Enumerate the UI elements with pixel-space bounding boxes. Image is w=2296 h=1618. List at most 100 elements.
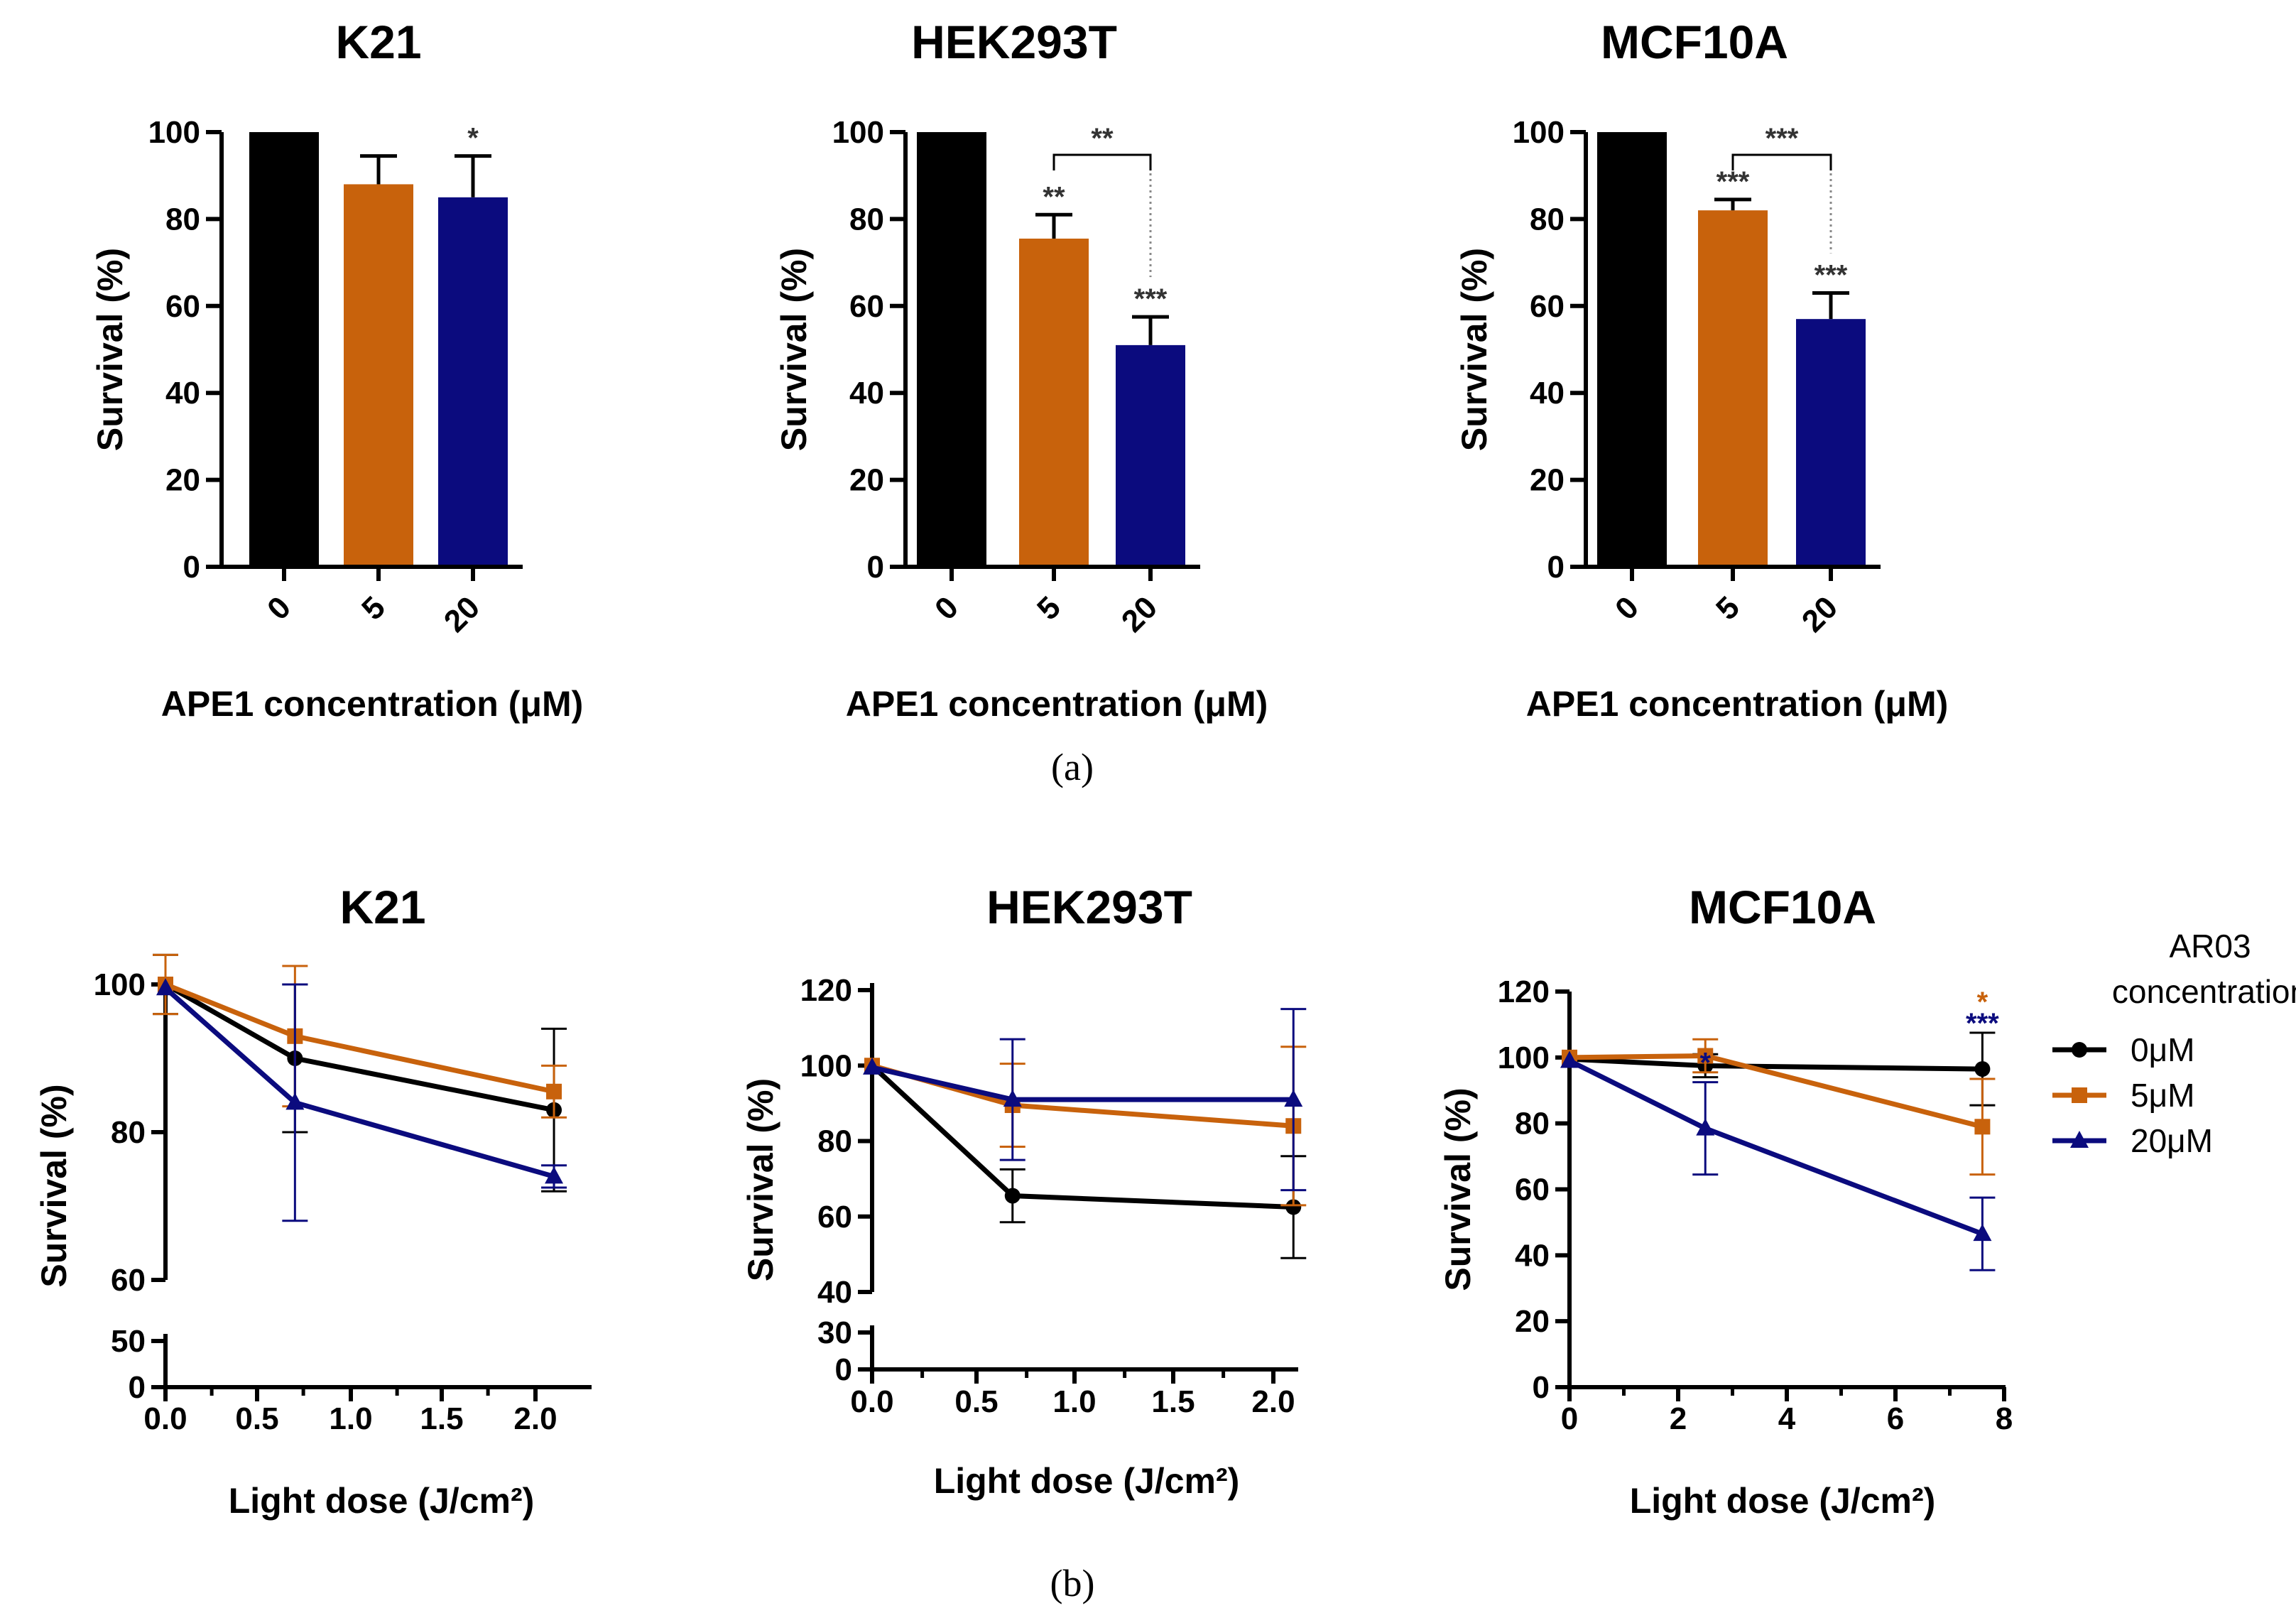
series-0 — [864, 1058, 1307, 1259]
y-tick-label: 120 — [1498, 974, 1550, 1009]
y-axis-label: Survival (%) — [90, 248, 130, 451]
x-tick-label: 0 — [1609, 590, 1645, 626]
y-tick-label: 80 — [1515, 1107, 1550, 1141]
x-tick-label: 4 — [1778, 1401, 1796, 1436]
x-tick-label: 20 — [1115, 590, 1164, 639]
comparison-bracket — [1731, 153, 1832, 170]
y-tick-label: 100 — [800, 1048, 852, 1083]
significance-label: * — [1977, 987, 1988, 1018]
x-tick-label: 0.5 — [235, 1401, 278, 1436]
data-point — [1697, 1048, 1714, 1064]
x-tick-label: 1.0 — [1052, 1384, 1096, 1419]
legend: AR03 concentration 0μM 5μM 20μM — [2052, 928, 2296, 1159]
x-axis-label: APE1 concentration (μM) — [161, 684, 584, 724]
y-tick-label: 120 — [800, 973, 852, 1008]
data-point — [1003, 1090, 1022, 1107]
y-tick-label: 60 — [849, 289, 884, 324]
data-point — [545, 1166, 564, 1184]
y-tick-label: 0 — [183, 550, 200, 585]
y-tick-label: 40 — [1530, 376, 1565, 411]
data-point — [1560, 1050, 1579, 1068]
series-1 — [1562, 1038, 1996, 1176]
x-tick-label: 1.5 — [1151, 1384, 1195, 1419]
series-0 — [1562, 1031, 1996, 1107]
x-tick-label: 6 — [1887, 1401, 1904, 1436]
bar-0 — [917, 132, 986, 567]
x-tick-label: 5 — [1030, 590, 1067, 626]
y-tick-label: 100 — [94, 967, 146, 1002]
series-line — [871, 1065, 1294, 1102]
y-tick-label: 80 — [165, 202, 200, 237]
x-tick-label: 0 — [261, 590, 298, 626]
data-point — [1974, 1119, 1991, 1135]
bar-20 — [1796, 319, 1866, 567]
y-tick-label: 100 — [832, 115, 884, 150]
chart-title: HEK293T — [986, 881, 1192, 933]
significance-label: *** — [1966, 1008, 1999, 1039]
legend-item-label: 5μM — [2131, 1077, 2194, 1114]
y-tick-label: 0 — [129, 1370, 146, 1405]
data-point — [1284, 1090, 1303, 1107]
x-axis-label: Light dose (J/cm²) — [934, 1461, 1240, 1501]
y-tick-label: 20 — [849, 463, 884, 498]
bar-0 — [249, 132, 319, 567]
series-2 — [1560, 1050, 1996, 1271]
y-tick-label: 100 — [148, 115, 200, 150]
y-axis-label: Survival (%) — [34, 1084, 74, 1287]
data-point — [546, 1083, 562, 1100]
series-line — [1569, 1056, 1983, 1072]
significance-label: * — [1699, 1048, 1711, 1079]
y-axis-label: Survival (%) — [1454, 248, 1494, 451]
bar-5 — [1698, 210, 1768, 567]
chart-title: MCF10A — [1601, 16, 1788, 68]
data-point — [1973, 1224, 1992, 1242]
y-tick-label: 20 — [165, 463, 200, 498]
data-point — [1285, 1199, 1302, 1215]
significance-label: ** — [1043, 181, 1065, 212]
bar-0 — [1597, 132, 1667, 567]
y-tick-label: 40 — [817, 1275, 852, 1310]
x-tick-label: 20 — [437, 590, 486, 639]
bar-charts: K21 0 20 40 60 80 100 0 5 20 APE1 concentration (μ… — [90, 16, 1948, 724]
bar-chart-2: MCF10A 0 20 40 60 80 100 0 5 20 APE1 concentration… — [1454, 16, 1948, 724]
series-2 — [156, 978, 567, 1222]
y-tick-label: 100 — [1498, 1041, 1550, 1075]
x-tick-label: 2.0 — [1251, 1384, 1295, 1419]
x-tick-label: 0 — [1561, 1401, 1578, 1436]
legend-title-line1: AR03 — [2169, 928, 2251, 965]
chart-title: K21 — [335, 16, 421, 68]
x-axis-label: Light dose (J/cm²) — [229, 1481, 535, 1521]
bar-5 — [1019, 238, 1089, 567]
significance-label: *** — [1716, 166, 1750, 197]
x-axis-label: Light dose (J/cm²) — [1630, 1481, 1936, 1521]
bar-20 — [438, 197, 508, 567]
significance-label: * — [467, 123, 479, 154]
chart-title: HEK293T — [911, 16, 1117, 68]
y-tick-label: 40 — [165, 376, 200, 411]
data-point — [1974, 1061, 1991, 1077]
x-tick-label: 0.0 — [143, 1401, 187, 1436]
series-0 — [153, 953, 567, 1193]
y-tick-label: 60 — [1530, 289, 1565, 324]
y-tick-label: 60 — [165, 289, 200, 324]
y-tick-label: 100 — [1513, 115, 1565, 150]
y-tick-label: 0 — [1547, 550, 1565, 585]
series-1 — [153, 953, 567, 1119]
legend-marker — [2070, 1131, 2089, 1148]
x-tick-label: 0 — [928, 590, 965, 626]
y-tick-label: 0 — [1533, 1370, 1550, 1405]
y-tick-label: 60 — [817, 1200, 852, 1234]
bar-20 — [1116, 344, 1185, 567]
x-tick-label: 0.5 — [954, 1384, 998, 1419]
legend-marker — [2072, 1042, 2087, 1058]
y-tick-label: 60 — [1515, 1173, 1550, 1207]
series-1 — [864, 1046, 1307, 1207]
line-chart-0: K21 60 80 100 0 50 0.0 0.5 1.0 1.5 2.0 Light dose (… — [34, 881, 592, 1521]
x-tick-label: 20 — [1795, 590, 1844, 639]
comparison-label: ** — [1091, 123, 1114, 154]
chart-title: K21 — [339, 881, 425, 933]
data-point — [863, 1057, 881, 1075]
bar-chart-0: K21 0 20 40 60 80 100 0 5 20 APE1 concentration (μ… — [90, 16, 583, 724]
line-chart-2: MCF10A 0 20 40 60 80 100 120 0 2 4 6 8 Light dose (J/… — [1438, 881, 2013, 1521]
